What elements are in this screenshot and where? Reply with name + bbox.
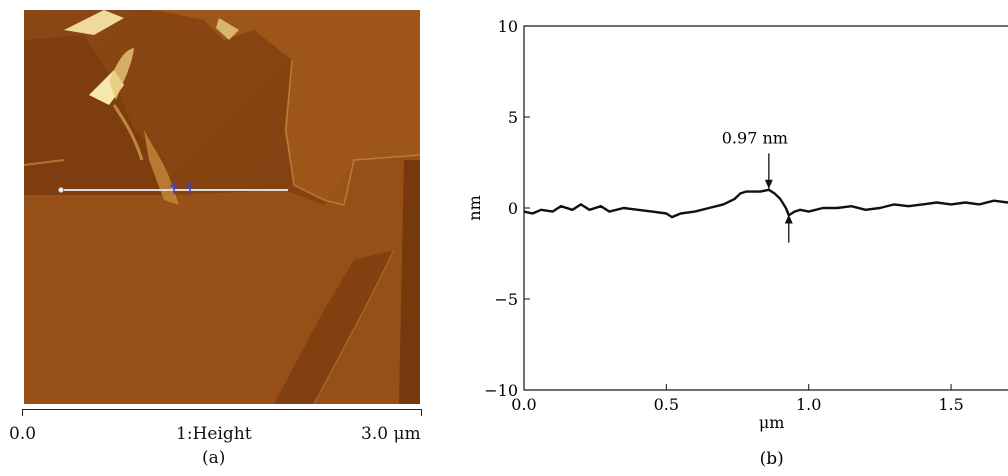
afm-panel: 0.0 1:Height 3.0 μm (a) <box>0 0 440 472</box>
y-tick-label: 5 <box>508 108 518 127</box>
scale-bar <box>22 409 422 418</box>
y-tick-label: 10 <box>498 17 518 36</box>
annotation-arrows <box>764 153 793 243</box>
caption-a: (a) <box>202 448 226 468</box>
plot-frame <box>523 25 1008 391</box>
x-tick-label: 0.5 <box>654 395 679 414</box>
axis-tick-labels: 0.0 0.5 1.0 1.5 −10 −5 0 5 10 <box>484 17 964 414</box>
annotation-label: 0.97 nm <box>722 128 788 147</box>
scale-start-label: 0.0 <box>9 424 37 444</box>
x-tick-label: 1.5 <box>938 395 963 414</box>
height-profile-chart: 0.0 0.5 1.0 1.5 −10 −5 0 5 10 0.97 nm μm nm (b) <box>465 17 1008 469</box>
y-tick-label: 0 <box>508 199 518 218</box>
scale-end-label: 3.0 μm <box>361 424 421 444</box>
annotation-arrow-head <box>784 214 793 224</box>
channel-label: 1:Height <box>176 424 252 444</box>
profile-panel: 0.0 0.5 1.0 1.5 −10 −5 0 5 10 0.97 nm μm nm (b) <box>440 0 1008 472</box>
x-tick-label: 1.0 <box>796 395 821 414</box>
afm-height-map <box>24 10 420 404</box>
y-axis-label: nm <box>465 195 484 220</box>
annotation-arrow-head <box>764 179 773 189</box>
x-axis-label: μm <box>759 413 785 432</box>
x-tick-label: 0.0 <box>511 395 536 414</box>
y-tick-label: −10 <box>484 381 518 400</box>
y-tick-label: −5 <box>494 290 518 309</box>
afm-height-image <box>24 10 420 404</box>
caption-b: (b) <box>760 449 784 469</box>
profile-line <box>523 188 1008 219</box>
